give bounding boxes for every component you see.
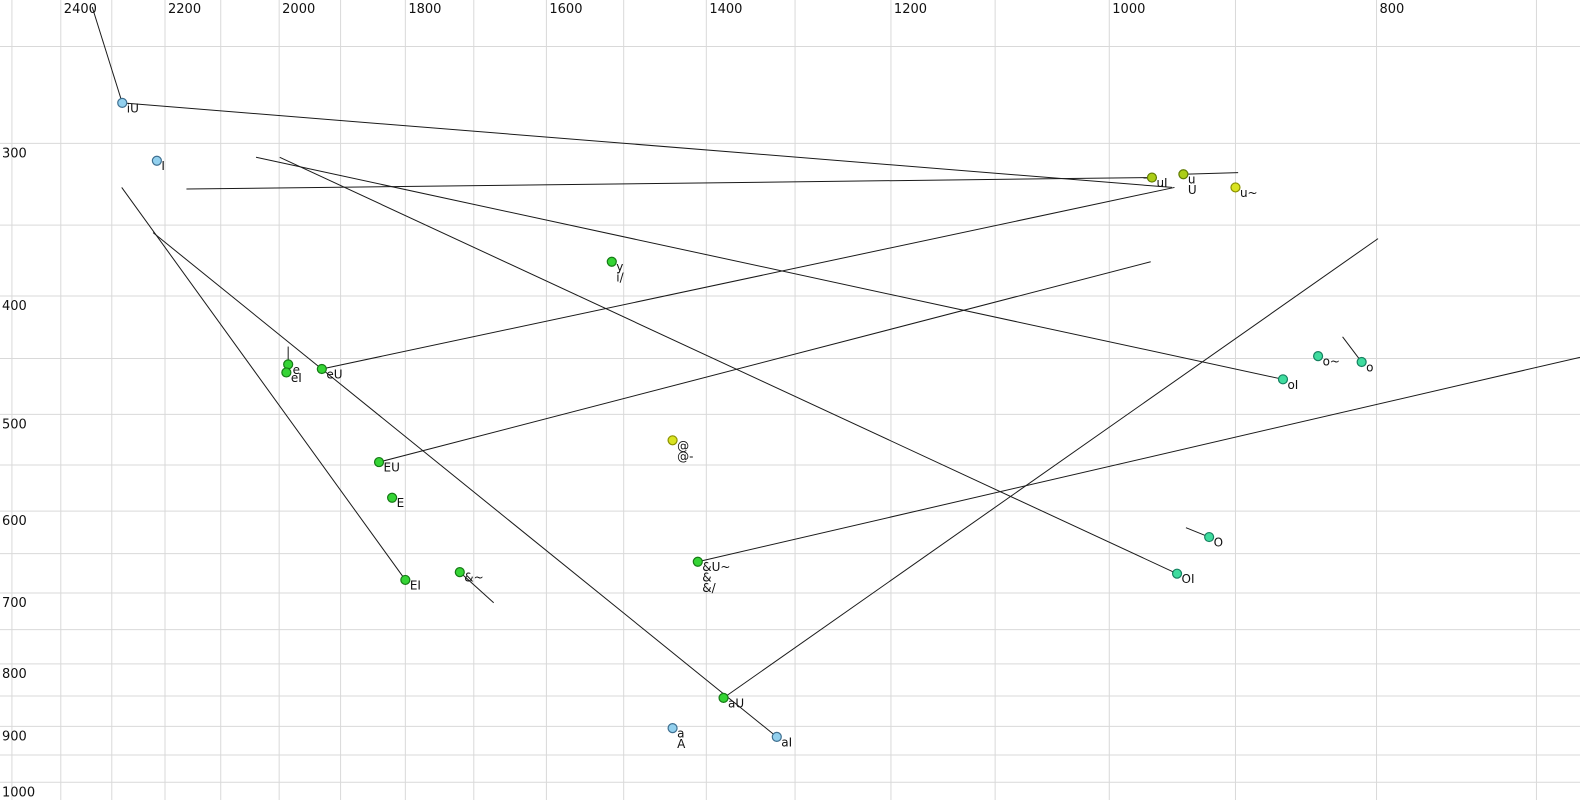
vowel-point-uI	[1146, 172, 1158, 183]
vowel-point-eI	[281, 367, 292, 378]
vowel-point-&U~	[692, 556, 703, 567]
vowel-label-e: e	[293, 363, 300, 377]
vowel-point-labels: iU IuI uU u~ yi/eeI eU o~ o oI @@- EU E O OI EI &~ &U~&&…	[127, 101, 1374, 751]
x-axis-tick-label: 2200	[168, 2, 201, 17]
vowel-point-OI	[1171, 568, 1183, 579]
y-axis-tick-label: 1000	[2, 785, 35, 800]
vowel-point-EU	[373, 456, 385, 468]
x-axis-tick-label: 1000	[1112, 2, 1145, 17]
vowel-label-I: I	[161, 159, 165, 173]
vowel-point-eU	[316, 363, 327, 375]
vowel-label-EI: EI	[410, 578, 421, 592]
trajectory-aI-onglide	[152, 232, 778, 738]
vowel-point-aU	[718, 692, 729, 703]
vowel-label-o: o	[1366, 361, 1373, 375]
vowel-label-uI: uI	[1156, 176, 1167, 190]
vowel-label-iU: iU	[127, 101, 139, 115]
vowel-point-@	[667, 435, 678, 446]
x-axis-tick-label: 1400	[709, 2, 742, 17]
trajectory-o-short	[1342, 336, 1363, 363]
vowel-point-o~	[1312, 351, 1324, 362]
y-axis-tick-label: 400	[2, 299, 27, 314]
vowel-point-oI	[1277, 374, 1289, 385]
x-axis-tick-label: 800	[1380, 2, 1405, 17]
vowel-label-a-1: A	[677, 737, 686, 751]
x-axis-tick-label: 1200	[894, 2, 927, 17]
vowel-label-u~: u~	[1240, 186, 1258, 200]
x-axis-tick-label: 2400	[64, 2, 97, 17]
trajectory-iU-offglide	[122, 102, 1173, 188]
vowel-label-E: E	[397, 496, 405, 510]
trajectory-eU-offglide	[321, 186, 1175, 370]
vowel-label-y: y	[616, 260, 623, 274]
vowel-label-O: O	[1214, 536, 1223, 550]
y-axis-tick-labels: 300 400 500 600 700 800 900 1000	[2, 146, 35, 800]
y-axis-tick-label: 900	[2, 729, 27, 744]
vowel-label-&~: &~	[464, 571, 483, 585]
trajectory-&U~-offglide	[697, 356, 1580, 563]
vowel-label-OI: OI	[1182, 572, 1195, 586]
trajectory-into-iU	[91, 6, 123, 104]
vowel-label-u: u	[1188, 173, 1196, 187]
vowel-point-a	[667, 723, 678, 734]
vowel-label-a: a	[677, 727, 684, 741]
vowel-label-aU: aU	[728, 696, 744, 710]
vowel-label-u-1: U	[1188, 183, 1197, 197]
vowel-point-E	[387, 492, 398, 503]
vowel-label-aI: aI	[781, 735, 792, 749]
vowel-point-u~	[1230, 182, 1241, 193]
vowel-label-&U~: &U~	[702, 560, 730, 574]
vowel-point-u	[1178, 169, 1189, 180]
vowel-label-y-1: i/	[616, 271, 624, 285]
vowel-label-@: @	[677, 439, 689, 453]
y-axis-tick-label: 500	[2, 417, 27, 432]
y-axis-tick-label: 300	[2, 146, 27, 161]
vowel-label-eU: eU	[326, 368, 342, 382]
trajectory-OI-onglide	[279, 156, 1178, 575]
vowel-point-o	[1356, 356, 1367, 368]
trajectory-uI-onglide	[186, 177, 1152, 190]
vowel-point-e	[283, 359, 294, 370]
trajectory-EU-offglide	[378, 261, 1151, 463]
x-axis-tick-labels: 2400 2200 2000 1800 1600 1400 1200 1000 800	[64, 2, 1405, 17]
vowel-point-EI	[400, 574, 411, 586]
trajectory-EI-onglide	[121, 187, 406, 581]
vowel-label-EU: EU	[384, 461, 400, 475]
y-axis-tick-label: 800	[2, 667, 27, 682]
y-axis-tick-label: 600	[2, 514, 27, 529]
trajectory-&~-short	[459, 571, 495, 604]
vowel-label-@-1: @-	[677, 449, 693, 463]
vowel-points	[117, 97, 1367, 742]
vowel-point-aI	[771, 731, 782, 742]
vowel-label-&U~-2: &/	[702, 581, 716, 595]
vowel-point-O	[1204, 531, 1215, 543]
diphthong-trajectories	[91, 6, 1580, 738]
y-axis-tick-label: 700	[2, 596, 27, 611]
vowel-label-oI: oI	[1287, 378, 1298, 392]
trajectory-u-short	[1183, 172, 1239, 175]
x-axis-tick-label: 2000	[282, 2, 315, 17]
vowel-label-&U~-1: &	[702, 571, 711, 585]
x-axis-tick-label: 1800	[408, 2, 441, 17]
x-axis-tick-label: 1600	[549, 2, 582, 17]
vowel-point-&~	[454, 566, 465, 578]
trajectory-aU-offglide	[723, 238, 1379, 699]
trajectory-oI-onglide	[255, 156, 1284, 380]
vowel-point-y	[606, 256, 617, 267]
vowel-point-iU	[117, 97, 128, 109]
vowel-label-o~: o~	[1323, 355, 1340, 369]
vowel-point-I	[151, 155, 162, 166]
vowel-label-eI: eI	[291, 371, 302, 385]
